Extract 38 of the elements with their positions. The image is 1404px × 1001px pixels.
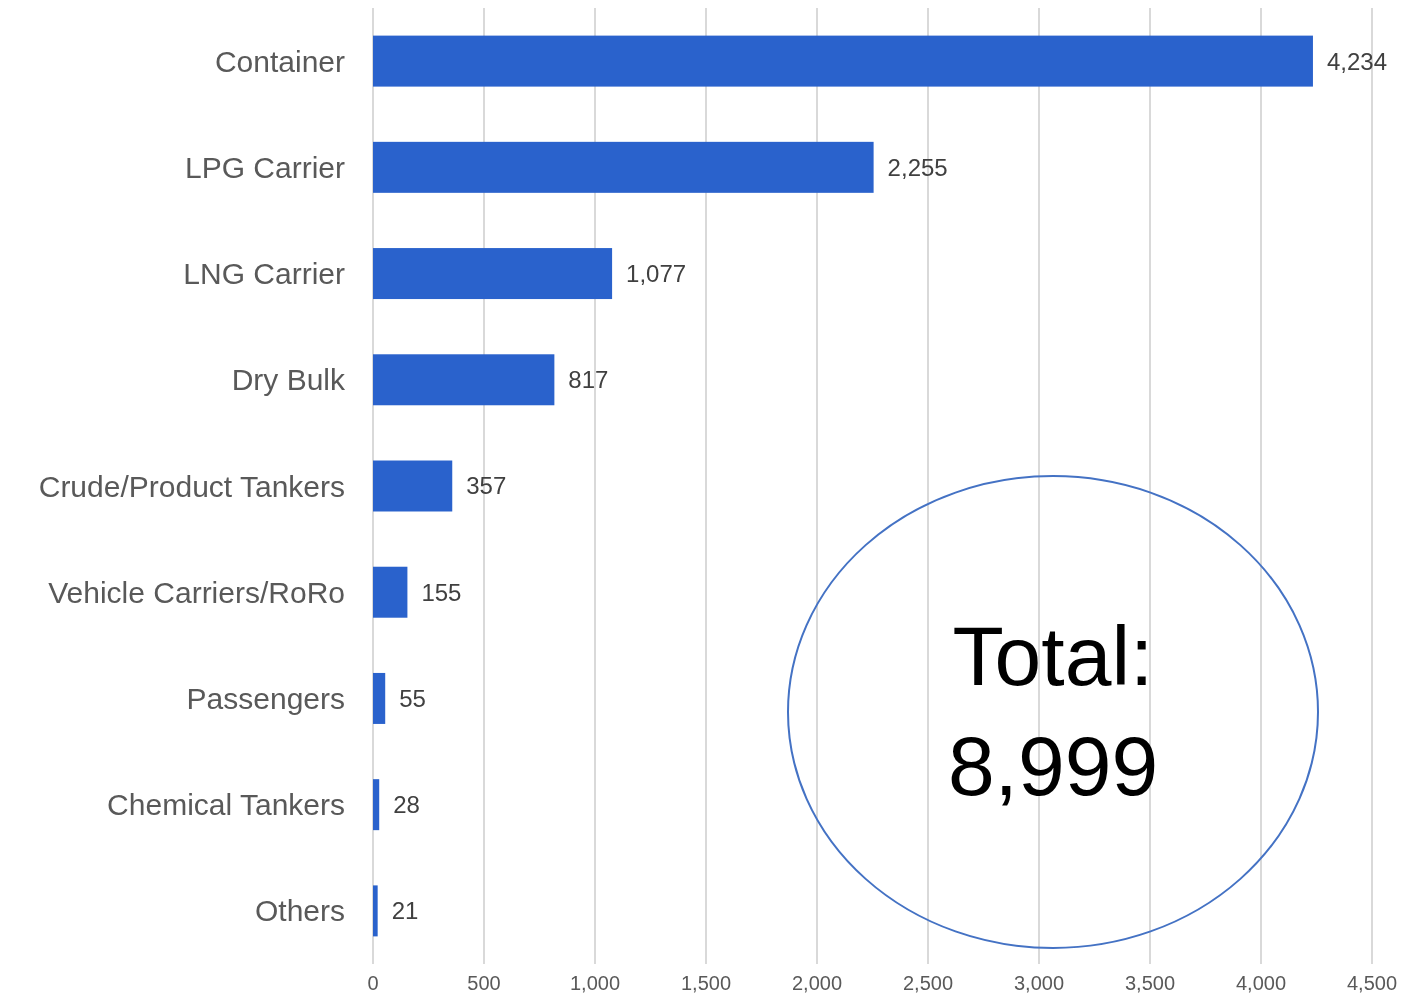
x-tick-label: 4,000 [1235,972,1287,994]
x-tick-label: 1,500 [680,972,732,994]
y-tick-label: Chemical Tankers [107,788,345,822]
bar [373,354,555,406]
bar [373,141,874,193]
y-tick-label: Dry Bulk [231,363,346,397]
data-label: 2,255 [887,153,948,181]
data-label: 21 [391,897,419,925]
x-tick-label: 3,000 [1013,972,1065,994]
x-tick-label: 3,500 [1124,972,1176,994]
data-label: 28 [393,791,420,819]
y-tick-label: Vehicle Carriers/RoRo [48,575,345,609]
bar [373,672,386,724]
x-tick-label: 500 [467,972,501,994]
y-tick-label: Crude/Product Tankers [38,469,345,503]
data-label: 1,077 [626,259,687,287]
x-tick-label: 0 [367,972,379,994]
data-label: 155 [421,578,462,606]
bar [373,566,408,618]
bar [373,460,453,512]
y-tick-label: LPG Carrier [184,150,345,184]
data-label: 4,234 [1326,47,1388,75]
x-tick-label: 2,500 [902,972,954,994]
bar [373,885,378,937]
data-label: 817 [568,366,609,394]
x-tick-label: 1,000 [569,972,621,994]
y-tick-label: Passengers [186,681,345,715]
y-tick-label: LNG Carrier [183,257,345,291]
y-tick-label: Others [254,894,345,928]
bar [373,779,380,831]
bar [373,248,613,300]
y-tick-label: Container [214,44,346,78]
data-label: 55 [399,684,426,712]
annotation: Total: 8,999 [947,609,1159,813]
bar [373,35,1313,87]
data-label: 357 [466,472,507,500]
x-tick-label: 2,000 [791,972,843,994]
x-tick-label: 4,500 [1346,972,1398,994]
